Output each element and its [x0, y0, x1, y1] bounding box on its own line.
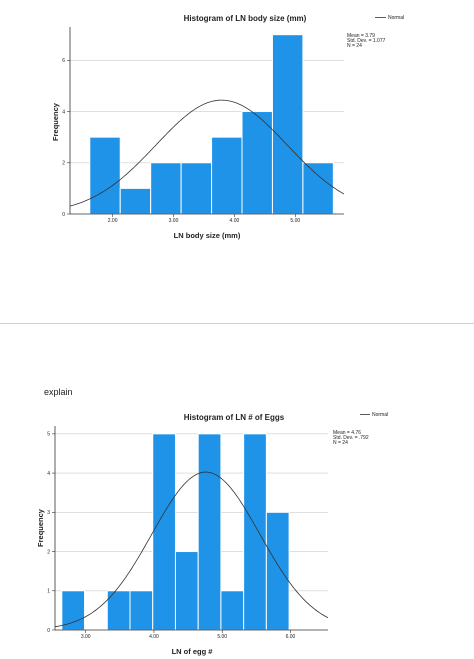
histogram-bar: [271, 34, 304, 215]
x-axis-label: LN body size (mm): [174, 231, 241, 240]
x-axis-label: LN of egg #: [172, 647, 214, 656]
plot-area: 0 2 4 6 2.00 3.00 4.00 5.00: [62, 27, 345, 224]
normal-curve: [54, 471, 329, 628]
x-tick-label: 3.00: [169, 218, 179, 224]
page-divider: [0, 323, 474, 324]
y-tick-label: 4: [62, 109, 65, 115]
note-text: explain: [44, 387, 73, 397]
stat-mean: Mean = 4.76: [333, 430, 361, 436]
histogram-bar: [61, 590, 86, 631]
histogram-bar: [180, 162, 213, 215]
legend-label: Normal: [372, 412, 388, 418]
histogram-bar: [119, 187, 152, 215]
x-tick-label: 3.00: [81, 634, 91, 640]
y-tick-label: 0: [47, 628, 50, 634]
y-tick-label: 2: [62, 161, 65, 167]
chart-title: Histogram of LN # of Eggs: [184, 413, 285, 422]
histogram-bar: [243, 433, 267, 631]
y-tick-label: 1: [47, 589, 50, 595]
x-tick-label: 4.00: [149, 634, 159, 640]
stat-n: N = 24: [333, 440, 348, 446]
histogram-body-size: Histogram of LN body size (mm) LN body s…: [51, 14, 404, 240]
histogram-bar: [174, 551, 199, 631]
histogram-bar: [129, 590, 154, 631]
stat-mean: Mean = 3.79: [347, 33, 375, 39]
x-tick-label: 4.00: [230, 218, 240, 224]
stat-std-dev: Std. Dev. = .792: [333, 435, 369, 441]
normal-curve: [69, 99, 345, 207]
histogram-bar: [241, 111, 273, 215]
y-tick-label: 0: [62, 212, 65, 218]
histogram-bar: [302, 162, 334, 215]
x-tick-label: 5.00: [290, 218, 300, 224]
x-tick-label: 5.00: [217, 634, 227, 640]
y-tick-label: 6: [62, 58, 65, 64]
y-tick-label: 5: [47, 432, 50, 438]
histogram-bar: [211, 136, 243, 215]
x-tick-label: 2.00: [108, 218, 118, 224]
histogram-bar: [150, 162, 182, 215]
plot-area: 0 1 2 3 4 5 3.00 4.00 5.00 6.00: [47, 426, 329, 640]
histogram-eggs: Histogram of LN # of Eggs LN of egg # Fr…: [36, 412, 388, 656]
y-tick-label: 3: [47, 510, 50, 516]
x-tick-label: 6.00: [286, 634, 296, 640]
histogram-bar: [89, 136, 121, 215]
y-axis-label: Frequency: [36, 508, 45, 547]
y-axis-label: Frequency: [51, 102, 60, 141]
y-tick-label: 2: [47, 549, 50, 555]
chart-title: Histogram of LN body size (mm): [184, 14, 307, 23]
histogram-bar: [197, 433, 222, 631]
y-tick-label: 4: [47, 471, 50, 477]
stat-std-dev: Std. Dev. = 1.077: [347, 38, 386, 44]
stat-n: N = 24: [347, 43, 362, 49]
histogram-bar: [265, 511, 290, 631]
histogram-bar: [152, 433, 176, 631]
histogram-bar: [220, 590, 245, 631]
legend-label: Normal: [388, 15, 404, 21]
